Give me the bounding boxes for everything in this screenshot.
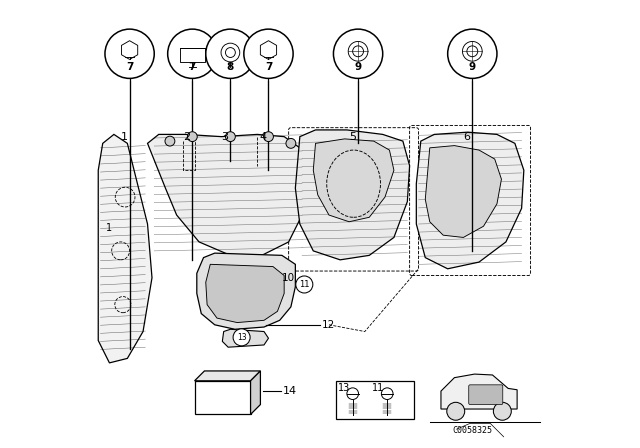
Polygon shape [314, 139, 394, 222]
Polygon shape [222, 329, 269, 347]
Polygon shape [425, 146, 502, 237]
Circle shape [105, 29, 154, 78]
Polygon shape [251, 371, 260, 414]
Circle shape [286, 138, 296, 148]
Circle shape [188, 132, 197, 142]
Circle shape [333, 29, 383, 78]
Text: 1: 1 [106, 224, 113, 233]
Bar [336, 381, 414, 419]
Circle shape [165, 136, 175, 146]
Text: 4: 4 [260, 132, 267, 142]
Text: C0058325: C0058325 [452, 426, 492, 435]
Circle shape [168, 29, 217, 78]
Bar [195, 381, 251, 414]
Polygon shape [417, 132, 524, 269]
Text: 7: 7 [189, 62, 196, 72]
FancyBboxPatch shape [468, 385, 503, 405]
Text: 8: 8 [227, 62, 234, 72]
Circle shape [447, 402, 465, 420]
Text: 9: 9 [355, 62, 362, 72]
Circle shape [206, 29, 255, 78]
Text: 14: 14 [283, 386, 297, 396]
Text: 11: 11 [372, 383, 385, 392]
Polygon shape [206, 264, 284, 323]
Circle shape [448, 29, 497, 78]
Polygon shape [296, 130, 410, 260]
Polygon shape [99, 134, 152, 363]
Polygon shape [441, 374, 517, 409]
Circle shape [233, 329, 250, 346]
Text: 7: 7 [126, 62, 133, 72]
Polygon shape [197, 253, 296, 329]
Circle shape [264, 132, 273, 142]
Text: 12: 12 [323, 320, 335, 330]
Polygon shape [148, 134, 307, 255]
Text: 13: 13 [338, 383, 350, 392]
Text: 10: 10 [282, 273, 295, 283]
Text: 3: 3 [221, 132, 228, 142]
Circle shape [225, 132, 236, 142]
Circle shape [493, 402, 511, 420]
Circle shape [296, 276, 313, 293]
Text: 13: 13 [237, 333, 246, 342]
Circle shape [244, 29, 293, 78]
Text: 5: 5 [349, 132, 356, 142]
Polygon shape [195, 371, 260, 381]
Text: 9: 9 [468, 62, 476, 72]
Text: 2: 2 [184, 132, 191, 142]
Text: 1: 1 [121, 132, 128, 142]
Text: 7: 7 [265, 62, 272, 72]
Text: 11: 11 [299, 280, 310, 289]
Text: 6: 6 [463, 132, 470, 142]
